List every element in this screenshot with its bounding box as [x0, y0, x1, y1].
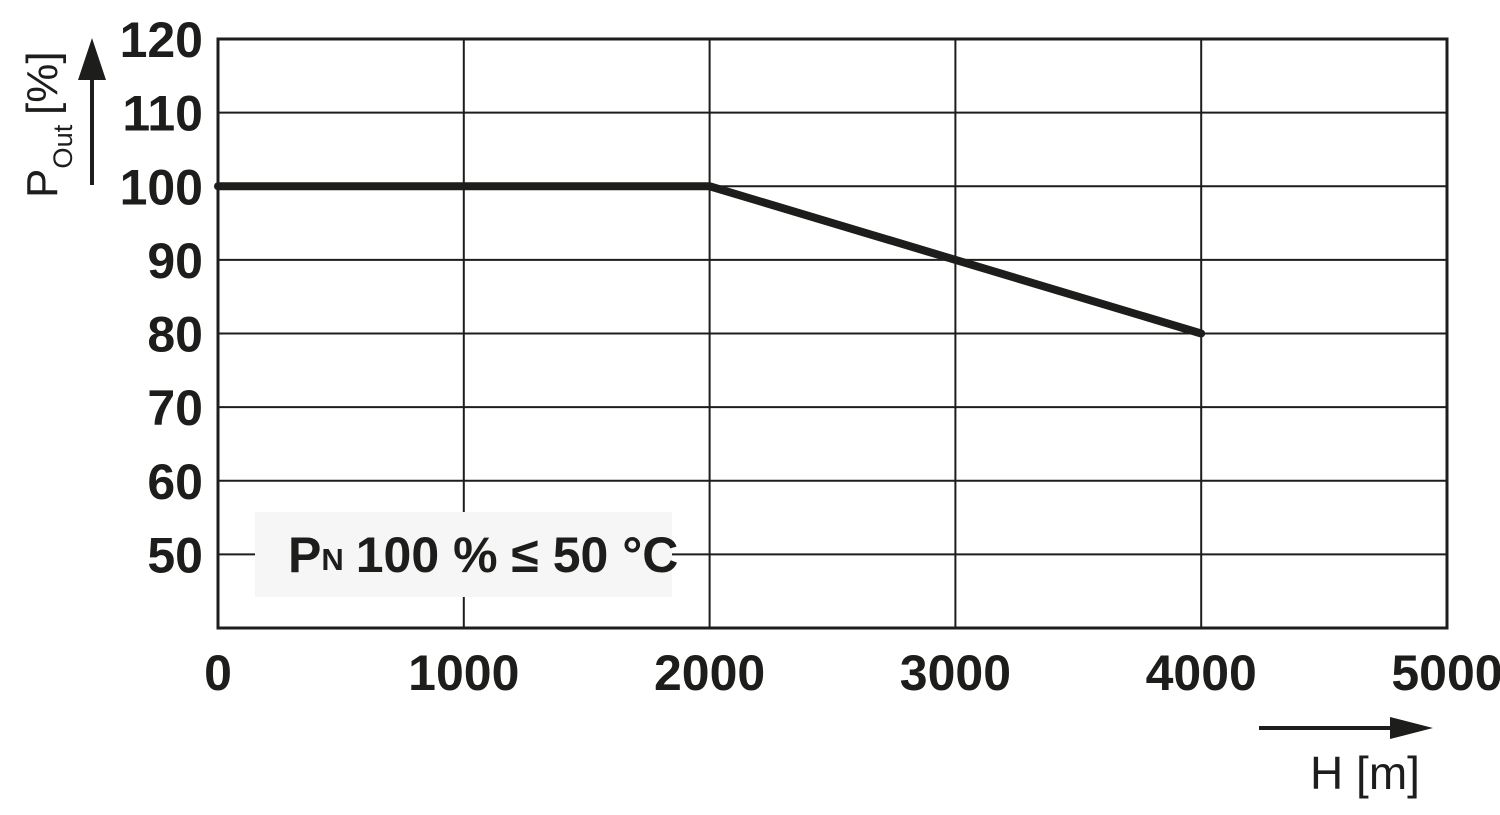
x-axis-arrow-icon	[1259, 717, 1433, 739]
x-tick-label: 2000	[654, 645, 765, 701]
x-axis-title: H [m]	[1310, 747, 1420, 799]
y-tick-label: 100	[120, 159, 203, 215]
y-tick-label: 50	[147, 527, 203, 583]
annotation-symbol: P	[288, 526, 322, 583]
plot-border	[216, 37, 1449, 630]
y-tick-label: 120	[120, 12, 203, 68]
y-axis-arrow-icon	[78, 38, 106, 185]
tick-labels: 120 110 100 90 80 70 60 50 0 1000 2000 3000 4000 5000	[120, 12, 1500, 701]
annotation-text: 100 % ≤ 50 °C	[355, 526, 679, 583]
x-tick-label: 5000	[1391, 645, 1500, 701]
y-axis-title: POut [%]	[14, 12, 78, 198]
y-axis-subscript: Out	[46, 124, 78, 169]
y-tick-label: 110	[122, 86, 203, 142]
y-axis-unit: [%]	[18, 51, 67, 116]
y-tick-label: 70	[147, 380, 203, 436]
derating-curve	[214, 182, 1206, 338]
x-tick-label: 3000	[900, 645, 1011, 701]
x-tick-label: 1000	[408, 645, 519, 701]
x-tick-label: 4000	[1146, 645, 1257, 701]
y-tick-label: 60	[147, 454, 203, 510]
y-axis-symbol: P	[18, 168, 67, 198]
y-tick-label: 80	[147, 307, 203, 363]
y-tick-label: 90	[147, 233, 203, 289]
annotation-box: P N 100 % ≤ 50 °C	[255, 512, 678, 597]
x-tick-label: 0	[204, 645, 232, 701]
